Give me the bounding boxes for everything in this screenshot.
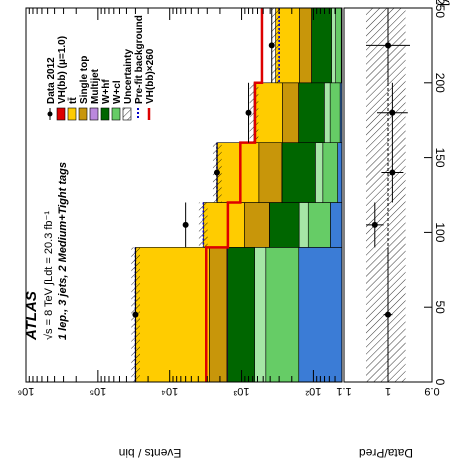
legend-swatch <box>56 107 66 121</box>
legend-swatch <box>122 107 132 121</box>
legend-entry: VH(bb)×260 <box>145 48 156 120</box>
ratio-point <box>385 311 391 318</box>
x-tick-label: 200 <box>433 73 447 93</box>
legend-entry: Pre-fit background <box>134 15 145 120</box>
ratio-uncertainty <box>366 8 406 382</box>
legend-label: Multijet <box>90 68 101 104</box>
bar-segment <box>217 142 260 203</box>
legend-swatch <box>111 107 121 121</box>
bar-segment <box>337 142 343 203</box>
signal-scaled-line <box>205 8 264 382</box>
ratio-point <box>389 109 396 116</box>
y-tick-label: 10⁵ <box>89 385 106 397</box>
ratio-point <box>385 42 391 49</box>
data-point <box>182 221 189 228</box>
legend-entry: Data 2012 <box>46 57 57 120</box>
main-axes: 10² 10³ 10⁴ 10⁵ 10⁶ <box>18 7 343 397</box>
legend-entry: Single top <box>78 56 90 121</box>
x-tick-label: 250 <box>433 0 447 18</box>
ratio-y-tick-label: 1.1 <box>336 385 351 397</box>
bar-segment <box>202 202 245 248</box>
ratio-y-tick-label: 1 <box>385 385 391 397</box>
data-point <box>268 42 275 49</box>
legend-entry: Uncertainty <box>122 49 134 121</box>
ratio-point <box>371 221 378 228</box>
data-point <box>245 109 252 116</box>
ratio-plot-area <box>366 8 410 382</box>
legend-swatch <box>78 107 88 121</box>
bar-segment <box>254 247 267 383</box>
main-frame <box>25 7 343 383</box>
ratio-axes: 0 50 100 150 200 250 0.9 1 1.1 <box>336 0 447 397</box>
y-tick-label: 10³ <box>233 385 249 397</box>
bar-segment <box>322 142 338 203</box>
uncertainty-band <box>198 202 208 248</box>
bar-segment <box>299 7 312 84</box>
main-panel: 10² 10³ 10⁴ 10⁵ 10⁶ <box>18 7 343 397</box>
x-tick-label: 50 <box>433 301 447 315</box>
bar-segment <box>330 202 343 248</box>
bar-segment <box>265 247 300 383</box>
x-tick-label: 100 <box>433 222 447 242</box>
x-tick-label: 150 <box>433 148 447 168</box>
legend-entry: tt̄ <box>67 97 79 121</box>
legend-label: W+hf <box>101 79 112 104</box>
legend-label: Pre-fit background <box>134 15 145 104</box>
x-axis-title: pTV [GeV] <box>435 0 450 6</box>
bar-segment <box>298 202 309 248</box>
bar-segment <box>315 142 324 203</box>
bar-segment <box>258 142 283 203</box>
data-point <box>132 311 139 318</box>
bar-segment <box>298 82 325 143</box>
energy-lumi-label: √s = 8 TeV ∫Ldt = 20.3 fb⁻¹ <box>43 211 55 340</box>
region-label: 1 lep., 3 jets, 2 Medium+Tight tags <box>57 162 69 340</box>
ratio-panel: 0 50 100 150 200 250 0.9 1 1.1 <box>336 0 447 397</box>
y-tick-label: 10⁶ <box>18 385 35 397</box>
bar-segment <box>269 202 300 248</box>
y-tick-label: 10⁴ <box>161 385 178 397</box>
bar-segment <box>324 82 331 143</box>
legend-entry: Multijet <box>89 68 101 121</box>
ratio-y-tick-label: 0.9 <box>424 385 439 397</box>
bar-segment <box>244 202 270 248</box>
legend-entry: VH(bb) (μ=1.0) <box>56 36 68 121</box>
legend: Data 2012 VH(bb) (μ=1.0) tt̄ Single top Mult… <box>46 15 156 121</box>
bar-segment <box>331 7 336 84</box>
y-axis-title: Events / bin <box>119 446 182 460</box>
bar-segment <box>281 142 316 203</box>
main-plot-area <box>131 7 343 383</box>
bar-segment <box>227 247 255 383</box>
legend-swatch <box>67 107 77 121</box>
atlas-label: ATLAS <box>23 291 40 341</box>
bar-segment <box>329 82 341 143</box>
legend-entry: W+cl <box>111 80 123 121</box>
legend-entry: W+hf <box>100 79 112 121</box>
ratio-point <box>389 169 396 176</box>
legend-swatch <box>89 107 99 121</box>
bar-segment <box>311 7 332 84</box>
legend-label: Single top <box>79 56 90 104</box>
bar-segment <box>335 7 342 84</box>
legend-swatch <box>100 107 110 121</box>
bar-segment <box>281 82 299 143</box>
bar-segment <box>135 247 210 383</box>
legend-label: tt̄ <box>67 97 79 104</box>
bar-segment <box>209 247 228 383</box>
data-point <box>213 169 220 176</box>
ratio-y-axis-title: Data/Pred <box>359 446 413 460</box>
legend-label: W+cl <box>112 80 123 104</box>
legend-label: VH(bb) (μ=1.0) <box>57 36 68 104</box>
legend-label: Data 2012 <box>46 57 57 104</box>
bar-segment <box>298 247 343 383</box>
legend-label: Uncertainty <box>123 49 134 104</box>
annotations: ATLAS √s = 8 TeV ∫Ldt = 20.3 fb⁻¹ 1 lep.… <box>23 162 69 341</box>
bar-segment <box>307 202 331 248</box>
y-tick-label: 10² <box>305 385 321 397</box>
legend-label: VH(bb)×260 <box>145 48 156 104</box>
uncertainty-band <box>271 8 280 83</box>
x-tick-label: 0 <box>433 379 447 386</box>
